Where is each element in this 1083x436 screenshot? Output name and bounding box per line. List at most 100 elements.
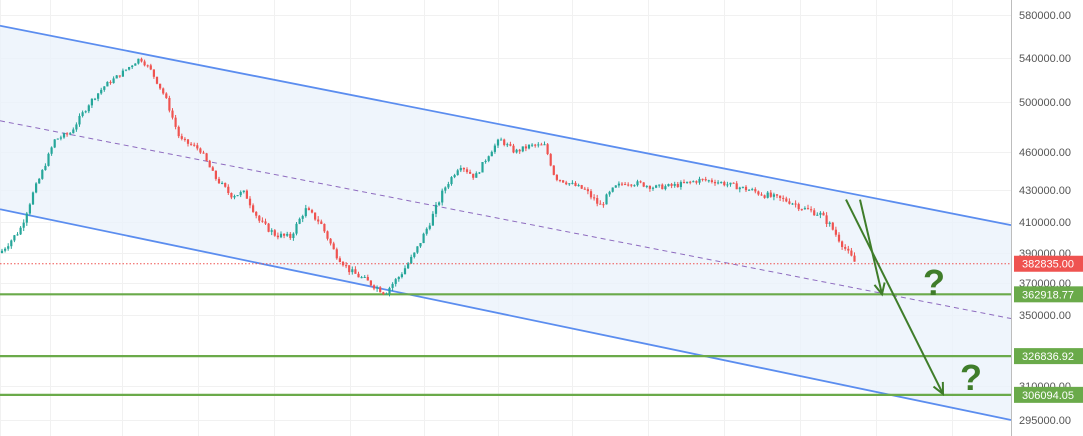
candle-body bbox=[515, 149, 518, 153]
candle-body bbox=[775, 194, 779, 196]
forecast-arrow-head bbox=[873, 282, 886, 297]
candle-body bbox=[78, 115, 81, 125]
candle-body bbox=[236, 195, 239, 197]
candle-body bbox=[140, 58, 143, 62]
candle-body bbox=[574, 182, 577, 186]
candle-body bbox=[335, 249, 338, 259]
candle-body bbox=[298, 218, 301, 224]
candle-body bbox=[307, 208, 310, 211]
candle-body bbox=[816, 214, 819, 216]
candle-body bbox=[800, 209, 803, 211]
price-tick-label: 295000.00 bbox=[1019, 415, 1071, 427]
candle-body bbox=[38, 178, 41, 184]
candle-body bbox=[822, 212, 825, 216]
candle-body bbox=[183, 138, 186, 140]
candle-body bbox=[273, 230, 276, 236]
candle-body bbox=[562, 180, 565, 183]
candle-body bbox=[301, 216, 304, 219]
candle-body bbox=[847, 248, 850, 251]
candle-body bbox=[165, 93, 168, 98]
candle-body bbox=[692, 181, 695, 183]
candle-body bbox=[242, 190, 245, 193]
question-mark-annotation: ? bbox=[923, 262, 945, 303]
forecast-arrow-shaft bbox=[859, 199, 883, 295]
support-level-badge bbox=[1014, 386, 1083, 403]
chart-annotations: ?? bbox=[923, 262, 982, 398]
candle-body bbox=[459, 167, 462, 171]
candle-body bbox=[230, 192, 233, 198]
candle-body bbox=[732, 182, 735, 184]
candle-body bbox=[357, 273, 360, 278]
candle-body bbox=[655, 185, 658, 188]
price-tick-label: 430000.00 bbox=[1019, 185, 1071, 197]
candle-body bbox=[779, 195, 782, 198]
candle-body bbox=[769, 192, 772, 197]
forecast-arrow-shaft bbox=[845, 199, 944, 395]
candle-body bbox=[543, 144, 546, 146]
candle-body bbox=[751, 189, 754, 191]
candle-body bbox=[552, 165, 555, 175]
candle-body bbox=[596, 198, 599, 204]
candle-body bbox=[819, 212, 822, 215]
candle-body bbox=[233, 195, 236, 198]
candle-body bbox=[162, 88, 165, 94]
candle-body bbox=[193, 144, 196, 146]
candle-body bbox=[410, 256, 413, 264]
candle-body bbox=[177, 126, 180, 137]
candle-body bbox=[208, 160, 211, 168]
candle-body bbox=[469, 171, 472, 174]
candle-body bbox=[326, 231, 329, 239]
candle-body bbox=[648, 185, 651, 189]
candle-body bbox=[518, 149, 521, 152]
candle-body bbox=[363, 276, 366, 278]
candle-body bbox=[645, 185, 648, 187]
candle-body bbox=[729, 182, 732, 185]
candle-body bbox=[741, 186, 744, 188]
candle-body bbox=[245, 190, 248, 199]
candle-body bbox=[155, 76, 159, 84]
candle-body bbox=[19, 227, 22, 235]
candle-body bbox=[425, 228, 428, 234]
candle-body bbox=[159, 83, 162, 89]
candle-body bbox=[379, 287, 382, 293]
candle-body bbox=[782, 197, 785, 199]
candle-body bbox=[757, 191, 760, 195]
candle-body bbox=[493, 145, 496, 152]
candle-body bbox=[397, 277, 400, 280]
candle-body bbox=[267, 223, 270, 232]
candle-body bbox=[4, 248, 7, 251]
candle-body bbox=[512, 145, 515, 153]
candle-body bbox=[673, 184, 676, 186]
candle-body bbox=[106, 81, 109, 87]
candle-body bbox=[255, 211, 258, 216]
candle-body bbox=[630, 184, 633, 186]
candle-body bbox=[66, 133, 69, 135]
candle-body bbox=[651, 187, 655, 189]
candle-body bbox=[676, 184, 679, 188]
candle-body bbox=[472, 173, 475, 178]
candle-body bbox=[10, 240, 13, 247]
candle-body bbox=[565, 182, 568, 185]
candle-body bbox=[534, 144, 537, 146]
candle-body bbox=[314, 212, 317, 220]
candle-body bbox=[304, 208, 307, 217]
candle-body bbox=[360, 277, 363, 279]
candle-body bbox=[84, 111, 87, 113]
candle-body bbox=[521, 146, 524, 152]
candle-body bbox=[90, 98, 93, 106]
candle-body bbox=[794, 203, 797, 205]
candle-body bbox=[227, 186, 230, 193]
candle-body bbox=[180, 136, 183, 139]
candle-body bbox=[348, 265, 351, 273]
candle-body bbox=[608, 191, 611, 195]
candle-body bbox=[744, 186, 748, 191]
candle-body bbox=[627, 184, 630, 186]
candle-body bbox=[620, 183, 624, 185]
candle-body bbox=[487, 156, 490, 161]
candle-body bbox=[168, 97, 171, 111]
candle-body bbox=[614, 185, 617, 188]
candle-body bbox=[428, 225, 431, 229]
candle-body bbox=[75, 124, 78, 130]
candle-body bbox=[329, 238, 332, 244]
candle-body bbox=[366, 276, 369, 281]
